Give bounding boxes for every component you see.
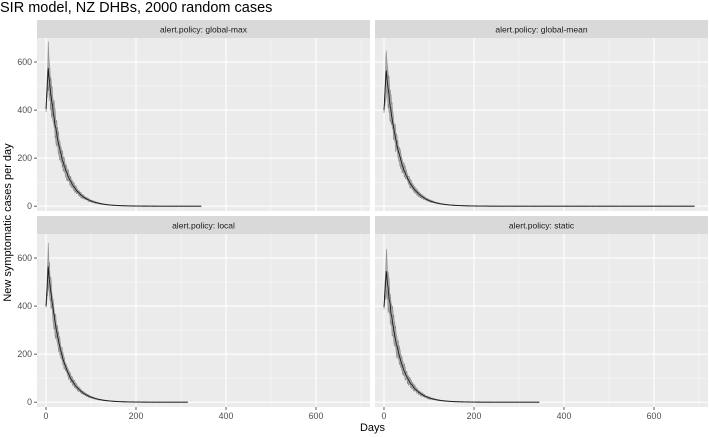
facet-panel: alert.policy: global-mean <box>375 20 708 211</box>
x-tick-label: 200 <box>467 411 482 421</box>
facet-strip-label: alert.policy: global-mean <box>495 25 587 35</box>
facet-panel: alert.policy: local <box>37 216 370 407</box>
facet-panel: alert.policy: static <box>375 216 708 407</box>
y-tick-label: 0 <box>27 397 32 407</box>
panel-background <box>375 38 708 211</box>
chart-title: SIR model, NZ DHBs, 2000 random cases <box>0 0 272 16</box>
mean-line <box>383 271 540 403</box>
mean-line <box>45 68 202 207</box>
mean-line <box>383 70 695 207</box>
x-tick-label: 0 <box>44 411 49 421</box>
facet-strip-label: alert.policy: local <box>172 221 235 231</box>
mean-line <box>45 266 188 403</box>
x-tick-label: 600 <box>647 411 662 421</box>
x-tick-label: 600 <box>309 411 324 421</box>
x-tick-label: 400 <box>219 411 234 421</box>
y-axis-title: New symptomatic cases per day <box>2 143 14 302</box>
x-tick-label: 200 <box>129 411 144 421</box>
facet-strip <box>375 20 708 38</box>
y-tick-label: 600 <box>17 57 32 67</box>
y-tick-label: 600 <box>17 253 32 263</box>
y-tick-label: 0 <box>27 201 32 211</box>
panel-background <box>37 234 370 407</box>
x-tick-label: 400 <box>557 411 572 421</box>
facet-panel: alert.policy: global-max <box>37 20 370 211</box>
facet-strip-label: alert.policy: global-max <box>160 25 248 35</box>
y-tick-label: 200 <box>17 153 32 163</box>
uncertainty-ribbon <box>45 243 188 403</box>
facet-strip-label: alert.policy: static <box>509 221 575 231</box>
x-axis-title: Days <box>360 422 386 434</box>
facet-panels: alert.policy: global-max alert.policy: gl… <box>37 20 708 407</box>
facet-strip <box>37 20 370 38</box>
y-tick-label: 400 <box>17 105 32 115</box>
y-tick-label: 400 <box>17 301 32 311</box>
facet-strip <box>37 216 370 234</box>
facet-strip <box>375 216 708 234</box>
axes: 0 200 400 600 0 200 400 600 0 200 400 600 0 200 400 600 <box>17 57 661 421</box>
x-tick-label: 0 <box>382 411 387 421</box>
y-tick-label: 200 <box>17 349 32 359</box>
panel-background <box>375 234 708 407</box>
panel-background <box>37 38 370 211</box>
